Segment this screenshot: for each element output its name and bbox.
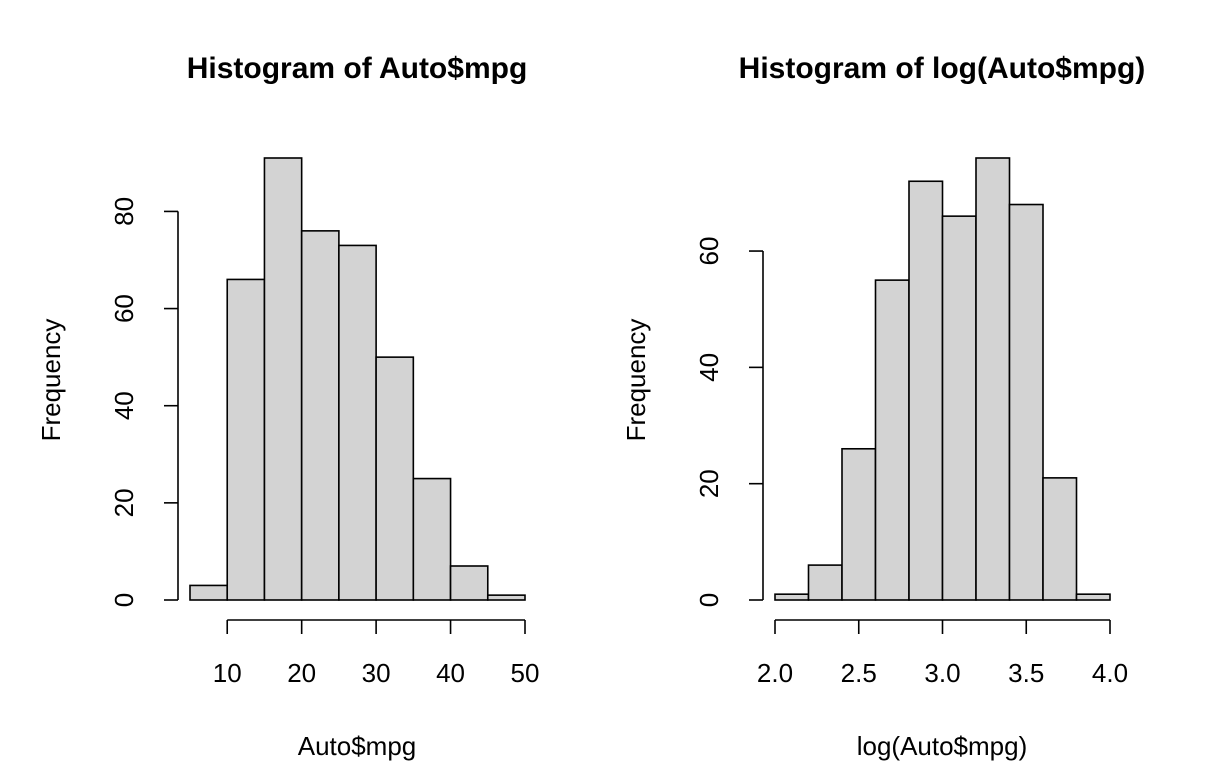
x-axis-label: log(Auto$mpg) — [857, 731, 1028, 761]
histogram-bar — [941, 215, 977, 601]
x-tick-label: 50 — [511, 658, 540, 688]
histogram-bar — [375, 356, 415, 601]
x-tick-label: 2.5 — [841, 658, 877, 688]
histogram-bar — [1008, 203, 1044, 601]
y-tick-label: 0 — [109, 593, 139, 607]
histogram-bar — [263, 157, 303, 601]
histogram-bar — [486, 594, 526, 601]
y-tick-label: 20 — [109, 488, 139, 517]
histogram-bar — [449, 565, 489, 601]
histogram-bar — [338, 244, 377, 601]
y-tick-label: 40 — [109, 391, 139, 420]
x-tick-label: 2.0 — [757, 658, 793, 688]
y-tick-label: 0 — [694, 593, 724, 607]
y-tick-label: 40 — [694, 353, 724, 382]
histogram-bar — [1075, 593, 1111, 601]
x-tick-label: 3.0 — [924, 658, 960, 688]
histogram-bar — [774, 593, 810, 601]
histogram-bar — [1042, 477, 1078, 601]
histogram-bar — [412, 477, 452, 601]
histogram-bar — [189, 584, 229, 601]
x-tick-label: 30 — [362, 658, 391, 688]
histogram-bar — [300, 230, 340, 601]
y-axis-label: Frequency — [36, 319, 66, 442]
y-axis-label: Frequency — [621, 319, 651, 442]
y-tick-label: 60 — [109, 294, 139, 323]
chart-title: Histogram of Auto$mpg — [187, 52, 528, 85]
histogram-bar — [226, 278, 266, 601]
chart-title: Histogram of log(Auto$mpg) — [739, 52, 1146, 85]
x-tick-label: 3.5 — [1008, 658, 1044, 688]
histogram-bar — [841, 447, 877, 601]
x-tick-label: 40 — [436, 658, 465, 688]
y-tick-label: 20 — [694, 469, 724, 498]
histogram-bar — [908, 180, 944, 601]
x-tick-label: 20 — [287, 658, 316, 688]
x-tick-label: 4.0 — [1092, 658, 1128, 688]
x-axis-label: Auto$mpg — [298, 731, 417, 761]
histogram-bar — [807, 564, 843, 601]
x-tick-label: 10 — [213, 658, 242, 688]
y-tick-label: 60 — [694, 237, 724, 266]
y-tick-label: 80 — [109, 197, 139, 226]
histogram-bar — [975, 157, 1011, 601]
histogram-bar — [874, 279, 910, 601]
